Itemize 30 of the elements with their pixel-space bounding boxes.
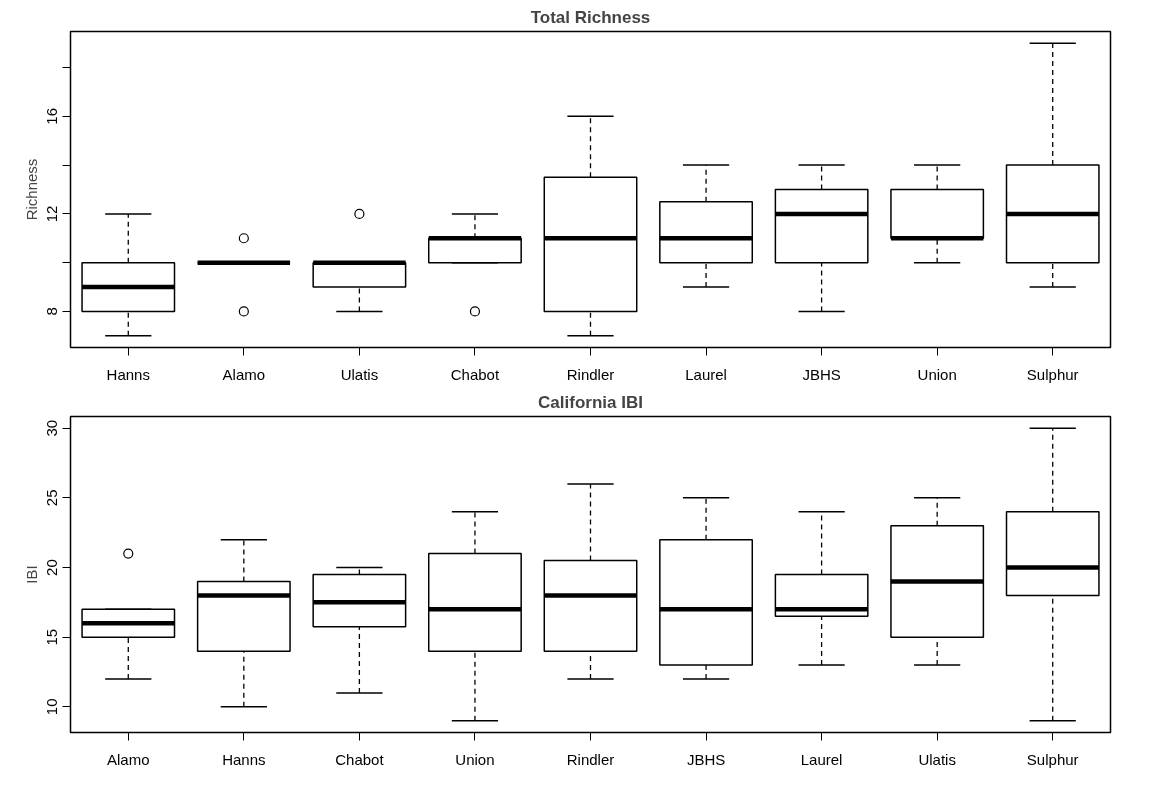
x-tick-label: JBHS (686, 750, 726, 768)
x-tick-label: Union (455, 750, 495, 768)
y-tick-label: 30 (43, 419, 61, 437)
y-tick-label: 12 (43, 205, 61, 223)
x-tick-label: Laurel (685, 365, 727, 383)
y-tick-label: 16 (43, 108, 61, 125)
x-tick-label: Hanns (106, 365, 150, 383)
y-axis-title: Richness (22, 158, 40, 221)
x-tick-label: Hanns (222, 750, 266, 768)
x-tick-label: Alamo (107, 750, 150, 768)
x-tick-label: JBHS (802, 365, 841, 383)
x-tick-label: Alamo (222, 365, 266, 383)
x-tick-label: Sulphur (1026, 365, 1079, 383)
y-tick-label: 20 (43, 559, 61, 576)
x-tick-label: Rindler (566, 750, 615, 768)
y-axis-title: IBI (22, 565, 40, 584)
y-tick-label: 10 (43, 698, 61, 716)
y-tick-label: 25 (43, 489, 61, 507)
chart-title: Total Richness (530, 7, 651, 27)
chart-title: California IBI (538, 392, 643, 412)
y-tick-label: 8 (43, 307, 61, 316)
x-tick-label: Rindler (566, 365, 615, 383)
x-tick-label: Chabot (335, 750, 385, 768)
x-tick-label: Ulatis (340, 365, 379, 383)
x-tick-label: Ulatis (918, 750, 956, 768)
x-tick-label: Union (917, 365, 957, 383)
x-tick-label: Laurel (800, 750, 843, 768)
x-tick-label: Sulphur (1026, 750, 1079, 768)
y-tick-label: 15 (43, 628, 61, 646)
x-tick-label: Chabot (450, 365, 500, 383)
